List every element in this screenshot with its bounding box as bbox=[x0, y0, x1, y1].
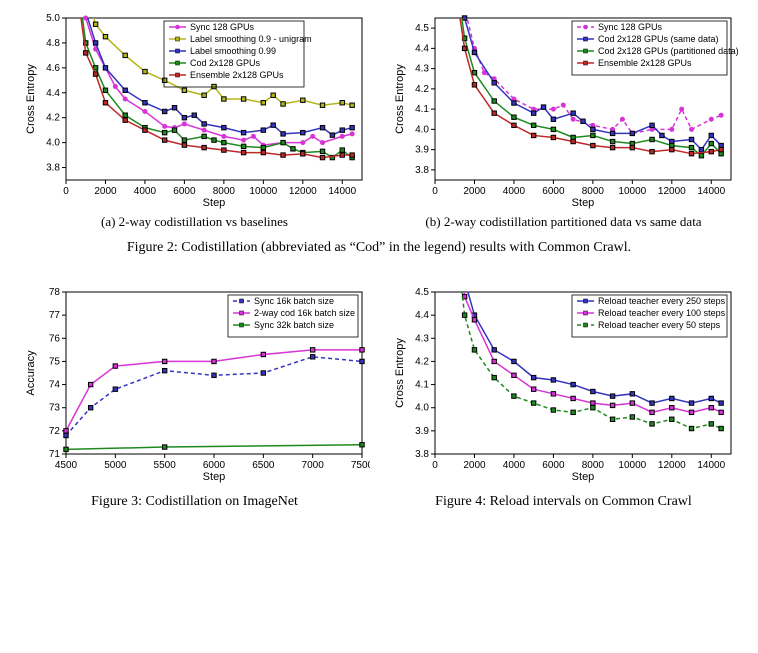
svg-text:Step: Step bbox=[571, 471, 594, 483]
svg-text:75: 75 bbox=[48, 356, 60, 367]
svg-text:Step: Step bbox=[202, 197, 225, 209]
svg-text:2000: 2000 bbox=[94, 186, 117, 197]
svg-text:4.3: 4.3 bbox=[415, 64, 429, 75]
svg-text:8000: 8000 bbox=[581, 460, 604, 471]
svg-text:4.5: 4.5 bbox=[415, 23, 429, 34]
fig4-chart: 0 2000 4000 6000 8000 10000 12000 14000 3.8 3.9 4.… bbox=[389, 284, 739, 484]
fig3-block: 4500 5000 5500 6000 6500 7000 7500 71 72 73 74 75 76… bbox=[15, 284, 375, 520]
fig4-caption: Figure 4: Reload intervals on Common Cra… bbox=[435, 494, 692, 510]
svg-text:10000: 10000 bbox=[618, 186, 646, 197]
svg-text:14000: 14000 bbox=[328, 186, 356, 197]
svg-text:4.3: 4.3 bbox=[415, 333, 429, 344]
svg-text:Cross Entropy: Cross Entropy bbox=[25, 64, 37, 134]
svg-text:Ensemble 2x128 GPUs: Ensemble 2x128 GPUs bbox=[598, 58, 692, 68]
svg-text:Label smoothing 0.99: Label smoothing 0.99 bbox=[190, 46, 276, 56]
svg-text:6000: 6000 bbox=[202, 460, 225, 471]
svg-text:4.1: 4.1 bbox=[415, 104, 429, 115]
svg-text:4.4: 4.4 bbox=[46, 88, 60, 99]
svg-text:4.0: 4.0 bbox=[415, 403, 429, 414]
svg-text:0: 0 bbox=[432, 186, 438, 197]
svg-text:6000: 6000 bbox=[542, 460, 565, 471]
svg-text:14000: 14000 bbox=[697, 460, 725, 471]
svg-text:5500: 5500 bbox=[153, 460, 176, 471]
svg-text:12000: 12000 bbox=[288, 186, 316, 197]
svg-text:7500: 7500 bbox=[350, 460, 369, 471]
svg-text:Reload teacher every 250 steps: Reload teacher every 250 steps bbox=[598, 296, 726, 306]
fig3-caption: Figure 3: Codistillation on ImageNet bbox=[91, 494, 298, 510]
svg-text:2000: 2000 bbox=[463, 186, 486, 197]
svg-text:0: 0 bbox=[63, 186, 69, 197]
fig2a-block: 0 2000 4000 6000 8000 10000 12000 14000 3.8 4.0 4.… bbox=[15, 10, 375, 240]
svg-text:3.9: 3.9 bbox=[415, 426, 429, 437]
svg-text:14000: 14000 bbox=[697, 186, 725, 197]
svg-text:Step: Step bbox=[202, 471, 225, 483]
svg-text:Accuracy: Accuracy bbox=[25, 350, 37, 396]
svg-text:4.4: 4.4 bbox=[415, 310, 429, 321]
svg-text:74: 74 bbox=[48, 380, 60, 391]
svg-text:4.2: 4.2 bbox=[46, 113, 60, 124]
svg-text:4000: 4000 bbox=[502, 186, 525, 197]
svg-text:4000: 4000 bbox=[133, 186, 156, 197]
svg-text:Cod 2x128 GPUs: Cod 2x128 GPUs bbox=[190, 58, 261, 68]
svg-text:2000: 2000 bbox=[463, 460, 486, 471]
svg-text:Reload teacher every 50 steps: Reload teacher every 50 steps bbox=[598, 320, 721, 330]
fig2b-chart: 0 2000 4000 6000 8000 10000 12000 14000 3.8 3.9 4.… bbox=[389, 10, 739, 210]
svg-text:Step: Step bbox=[571, 197, 594, 209]
svg-text:Sync 16k batch size: Sync 16k batch size bbox=[254, 296, 334, 306]
svg-text:4.0: 4.0 bbox=[46, 138, 60, 149]
svg-text:3.8: 3.8 bbox=[415, 165, 429, 176]
svg-text:4000: 4000 bbox=[502, 460, 525, 471]
svg-text:Sync 128 GPUs: Sync 128 GPUs bbox=[598, 22, 663, 32]
fig3-chart: 4500 5000 5500 6000 6500 7000 7500 71 72 73 74 75 76… bbox=[20, 284, 370, 484]
svg-text:Sync 32k batch size: Sync 32k batch size bbox=[254, 320, 334, 330]
fig2a-chart: 0 2000 4000 6000 8000 10000 12000 14000 3.8 4.0 4.… bbox=[20, 10, 370, 210]
svg-text:7000: 7000 bbox=[301, 460, 324, 471]
svg-text:4.6: 4.6 bbox=[46, 63, 60, 74]
svg-text:4.0: 4.0 bbox=[415, 124, 429, 135]
svg-text:71: 71 bbox=[48, 449, 60, 460]
svg-text:Ensemble 2x128 GPUs: Ensemble 2x128 GPUs bbox=[190, 70, 284, 80]
svg-text:6000: 6000 bbox=[173, 186, 196, 197]
svg-text:4.4: 4.4 bbox=[415, 43, 429, 54]
svg-text:10000: 10000 bbox=[618, 460, 646, 471]
svg-text:2-way cod 16k batch size: 2-way cod 16k batch size bbox=[254, 308, 355, 318]
fig2a-subcaption: (a) 2-way codistillation vs baselines bbox=[101, 214, 288, 230]
svg-text:6500: 6500 bbox=[252, 460, 275, 471]
svg-text:77: 77 bbox=[48, 310, 60, 321]
svg-text:8000: 8000 bbox=[581, 186, 604, 197]
svg-text:78: 78 bbox=[48, 287, 60, 298]
svg-text:10000: 10000 bbox=[249, 186, 277, 197]
svg-text:Label smoothing 0.9 - unigram: Label smoothing 0.9 - unigram bbox=[190, 34, 312, 44]
svg-text:4.1: 4.1 bbox=[415, 380, 429, 391]
svg-text:5.0: 5.0 bbox=[46, 13, 60, 24]
svg-text:76: 76 bbox=[48, 333, 60, 344]
svg-text:Sync 128 GPUs: Sync 128 GPUs bbox=[190, 22, 255, 32]
svg-text:3.8: 3.8 bbox=[46, 163, 60, 174]
svg-text:6000: 6000 bbox=[542, 186, 565, 197]
svg-text:5000: 5000 bbox=[104, 460, 127, 471]
figure-2-grid: 0 2000 4000 6000 8000 10000 12000 14000 3.8 4.0 4.… bbox=[10, 10, 748, 520]
svg-text:Cross Entropy: Cross Entropy bbox=[394, 338, 406, 408]
svg-text:0: 0 bbox=[432, 460, 438, 471]
svg-text:Cross Entropy: Cross Entropy bbox=[394, 64, 406, 134]
svg-text:Cod 2x128 GPUs (partitioned da: Cod 2x128 GPUs (partitioned data) bbox=[598, 46, 739, 56]
fig4-block: 0 2000 4000 6000 8000 10000 12000 14000 3.8 3.9 4.… bbox=[384, 284, 744, 520]
svg-text:4.5: 4.5 bbox=[415, 287, 429, 298]
svg-text:Cod 2x128 GPUs (same data): Cod 2x128 GPUs (same data) bbox=[598, 34, 719, 44]
svg-text:3.9: 3.9 bbox=[415, 145, 429, 156]
svg-text:8000: 8000 bbox=[212, 186, 235, 197]
svg-text:Reload teacher every 100 steps: Reload teacher every 100 steps bbox=[598, 308, 726, 318]
fig2b-subcaption: (b) 2-way codistillation partitioned dat… bbox=[425, 214, 701, 230]
svg-text:4500: 4500 bbox=[54, 460, 77, 471]
svg-text:4.8: 4.8 bbox=[46, 38, 60, 49]
svg-text:4.2: 4.2 bbox=[415, 84, 429, 95]
svg-text:12000: 12000 bbox=[657, 186, 685, 197]
svg-text:4.2: 4.2 bbox=[415, 356, 429, 367]
fig2-caption: Figure 2: Codistillation (abbreviated as… bbox=[10, 240, 748, 256]
svg-text:12000: 12000 bbox=[657, 460, 685, 471]
svg-text:72: 72 bbox=[48, 426, 60, 437]
svg-text:73: 73 bbox=[48, 403, 60, 414]
svg-text:3.8: 3.8 bbox=[415, 449, 429, 460]
fig2b-block: 0 2000 4000 6000 8000 10000 12000 14000 3.8 3.9 4.… bbox=[384, 10, 744, 240]
